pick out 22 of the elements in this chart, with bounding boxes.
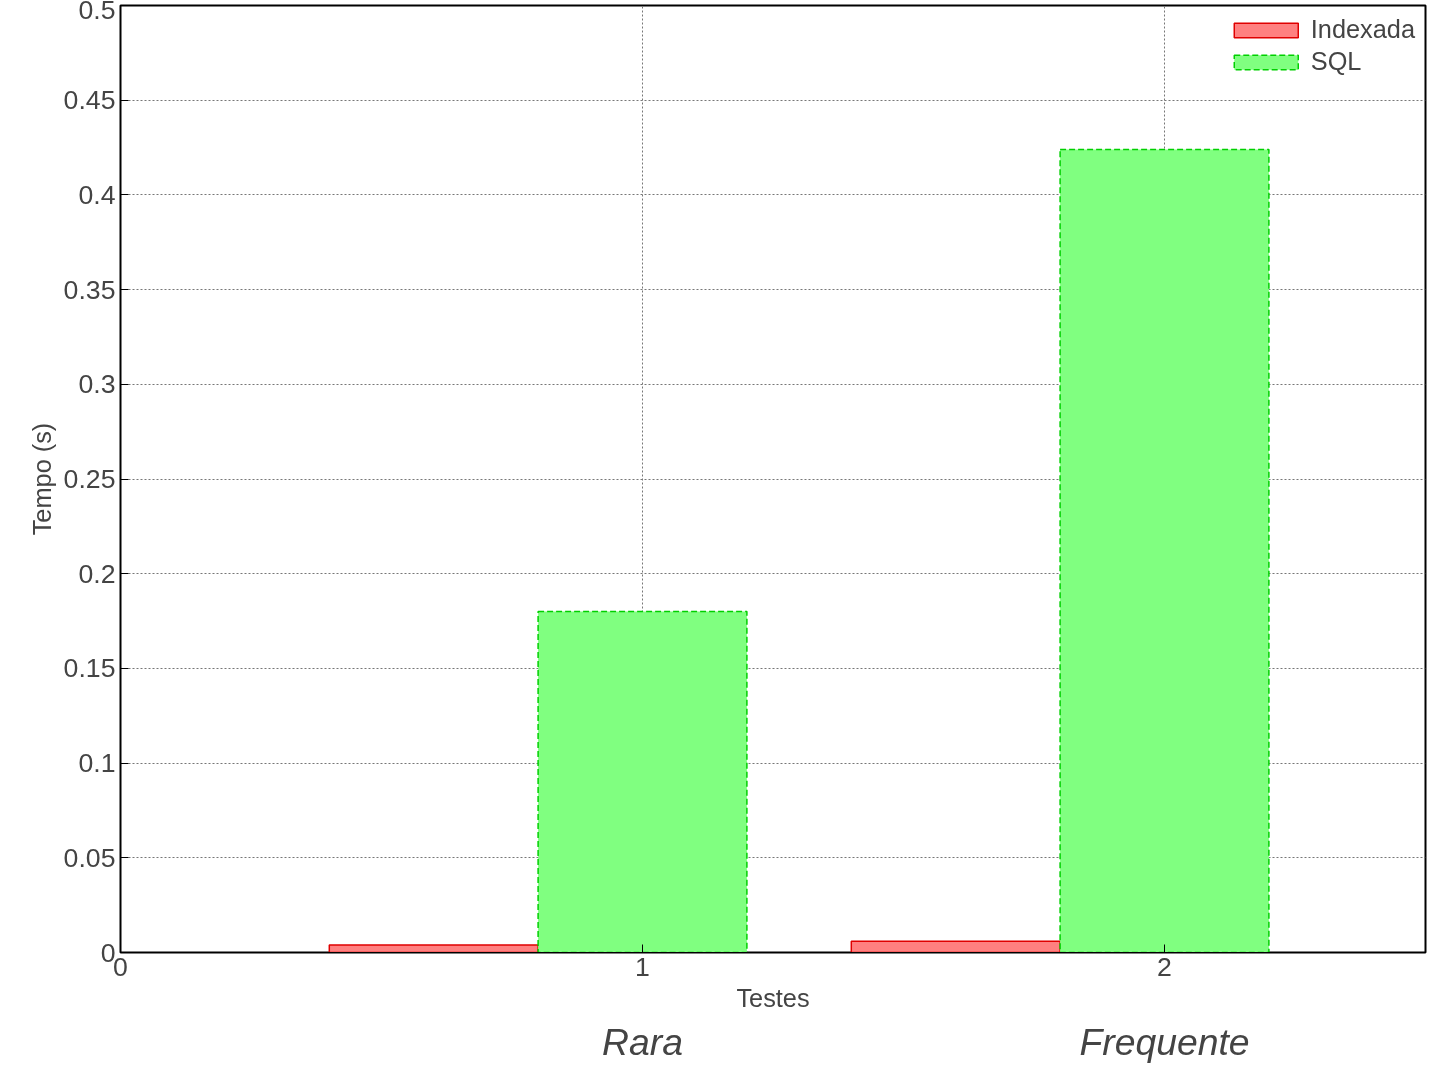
y-tick-label: 0.5	[78, 0, 116, 25]
y-tick-label: 0.25	[63, 464, 116, 494]
y-tick-label: 0.35	[63, 274, 116, 305]
bar	[1059, 148, 1270, 953]
x-tick-label: 2	[1157, 951, 1172, 982]
text: Rara	[602, 1020, 683, 1063]
x-tick-label: 1	[635, 951, 650, 982]
legend-label: SQL	[1310, 47, 1362, 76]
bar	[537, 610, 748, 953]
y-tick-label: 0.1	[78, 748, 116, 779]
y-tick-label: 0.4	[78, 179, 116, 210]
y-tick-label: 0.3	[78, 369, 116, 400]
bar	[328, 944, 539, 953]
y-axis-title: Tempo (s)	[27, 422, 56, 536]
x-axis-title: Testes	[736, 983, 810, 1012]
y-tick-label: 0.2	[78, 558, 116, 589]
bar	[850, 940, 1061, 953]
y-tick-label: 0.05	[63, 842, 116, 873]
y-tick-label: 0.15	[63, 653, 116, 684]
y-tick-label: 0.45	[63, 85, 116, 116]
text: Frequente	[1079, 1020, 1250, 1063]
legend-label: Indexada	[1310, 15, 1415, 44]
